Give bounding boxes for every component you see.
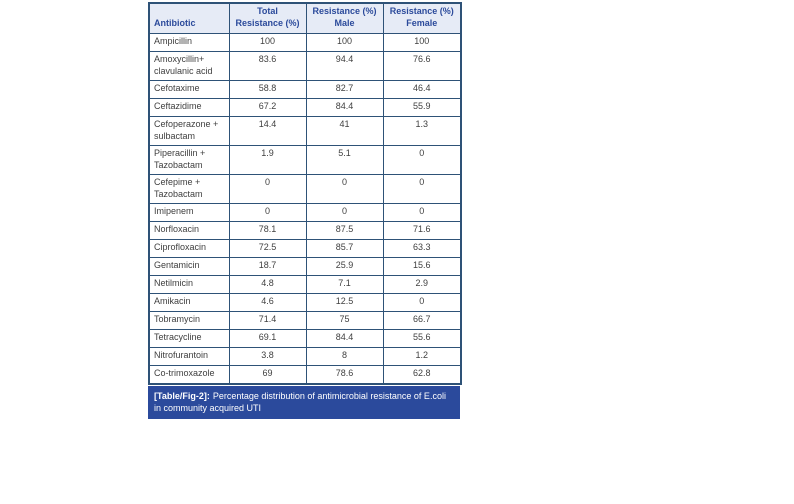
table-row: Tetracycline 69.1 84.4 55.6 — [148, 329, 462, 349]
table-row: Nitrofurantoin 3.8 8 1.2 — [148, 347, 462, 367]
table-row: Gentamicin 18.7 25.9 15.6 — [148, 257, 462, 277]
male-resistance-value: 25.9 — [305, 257, 384, 277]
total-resistance-value: 58.8 — [228, 80, 307, 100]
male-resistance-value: 78.6 — [305, 365, 384, 385]
female-resistance-value: 55.9 — [382, 98, 462, 118]
female-resistance-value: 15.6 — [382, 257, 462, 277]
female-resistance-value: 76.6 — [382, 51, 462, 82]
antibiotic-name: Nitrofurantoin — [148, 347, 230, 367]
header-total-resistance: Total Resistance (%) — [228, 2, 307, 35]
female-resistance-value: 0 — [382, 293, 462, 313]
male-resistance-value: 12.5 — [305, 293, 384, 313]
antibiotic-name: Amoxycillin+ clavulanic acid — [148, 51, 230, 82]
antibiotic-name: Ampicillin — [148, 33, 230, 53]
total-resistance-value: 18.7 — [228, 257, 307, 277]
antibiotic-name: Cefoperazone + sulbactam — [148, 116, 230, 147]
caption-text: Percentage distribution of antimicrobial… — [154, 391, 446, 414]
antibiotic-name: Netilmicin — [148, 275, 230, 295]
total-resistance-value: 71.4 — [228, 311, 307, 331]
female-resistance-value: 0 — [382, 174, 462, 205]
male-resistance-value: 100 — [305, 33, 384, 53]
antibiotic-name: Norfloxacin — [148, 221, 230, 241]
caption-label: [Table/Fig-2]: — [154, 391, 210, 402]
table-body: Ampicillin 100 100 100 Amoxycillin+ clavulan… — [148, 33, 462, 385]
total-resistance-value: 100 — [228, 33, 307, 53]
antibiotic-name: Cefotaxime — [148, 80, 230, 100]
antibiotic-name: Imipenem — [148, 203, 230, 223]
male-resistance-value: 94.4 — [305, 51, 384, 82]
female-resistance-value: 66.7 — [382, 311, 462, 331]
total-resistance-value: 69 — [228, 365, 307, 385]
female-resistance-value: 71.6 — [382, 221, 462, 241]
male-resistance-value: 85.7 — [305, 239, 384, 259]
table-row: Ceftazidime 67.2 84.4 55.9 — [148, 98, 462, 118]
table-row: Cefoperazone + sulbactam 14.4 41 1.3 — [148, 116, 462, 147]
male-resistance-value: 84.4 — [305, 329, 384, 349]
antibiotic-name: Cefepime + Tazobactam — [148, 174, 230, 205]
total-resistance-value: 4.8 — [228, 275, 307, 295]
antibiotic-name: Co-trimoxazole — [148, 365, 230, 385]
total-resistance-value: 4.6 — [228, 293, 307, 313]
antibiotic-resistance-table: Antibiotic Total Resistance (%) Resistan… — [148, 2, 462, 386]
table-caption: [Table/Fig-2]: Percentage distribution of… — [148, 386, 460, 420]
total-resistance-value: 78.1 — [228, 221, 307, 241]
header-resistance-female: Resistance (%) Female — [382, 2, 462, 35]
total-resistance-value: 67.2 — [228, 98, 307, 118]
male-resistance-value: 82.7 — [305, 80, 384, 100]
female-resistance-value: 62.8 — [382, 365, 462, 385]
female-resistance-value: 1.3 — [382, 116, 462, 147]
total-resistance-value: 72.5 — [228, 239, 307, 259]
total-resistance-value: 3.8 — [228, 347, 307, 367]
female-resistance-value: 1.2 — [382, 347, 462, 367]
total-resistance-value: 14.4 — [228, 116, 307, 147]
male-resistance-value: 41 — [305, 116, 384, 147]
male-resistance-value: 84.4 — [305, 98, 384, 118]
male-resistance-value: 0 — [305, 174, 384, 205]
male-resistance-value: 75 — [305, 311, 384, 331]
table-row: Netilmicin 4.8 7.1 2.9 — [148, 275, 462, 295]
header-resistance-male: Resistance (%) Male — [305, 2, 384, 35]
table-row: Cefotaxime 58.8 82.7 46.4 — [148, 80, 462, 100]
female-resistance-value: 55.6 — [382, 329, 462, 349]
antibiotic-name: Amikacin — [148, 293, 230, 313]
total-resistance-value: 1.9 — [228, 145, 307, 176]
total-resistance-value: 0 — [228, 203, 307, 223]
antibiotic-name: Piperacillin + Tazobactam — [148, 145, 230, 176]
antibiotic-name: Ciprofloxacin — [148, 239, 230, 259]
header-antibiotic: Antibiotic — [148, 2, 230, 35]
female-resistance-value: 0 — [382, 145, 462, 176]
table-row: Amoxycillin+ clavulanic acid 83.6 94.4 76.6 — [148, 51, 462, 82]
table-row: Cefepime + Tazobactam 0 0 0 — [148, 174, 462, 205]
table-header: Antibiotic Total Resistance (%) Resistan… — [148, 2, 462, 35]
table-figure: Antibiotic Total Resistance (%) Resistan… — [148, 2, 462, 420]
total-resistance-value: 83.6 — [228, 51, 307, 82]
female-resistance-value: 63.3 — [382, 239, 462, 259]
table-row: Tobramycin 71.4 75 66.7 — [148, 311, 462, 331]
table-row: Imipenem 0 0 0 — [148, 203, 462, 223]
male-resistance-value: 8 — [305, 347, 384, 367]
table-row: Ciprofloxacin 72.5 85.7 63.3 — [148, 239, 462, 259]
table-row: Norfloxacin 78.1 87.5 71.6 — [148, 221, 462, 241]
antibiotic-name: Ceftazidime — [148, 98, 230, 118]
total-resistance-value: 69.1 — [228, 329, 307, 349]
table-row: Piperacillin + Tazobactam 1.9 5.1 0 — [148, 145, 462, 176]
antibiotic-name: Tetracycline — [148, 329, 230, 349]
table-row: Amikacin 4.6 12.5 0 — [148, 293, 462, 313]
male-resistance-value: 7.1 — [305, 275, 384, 295]
antibiotic-name: Gentamicin — [148, 257, 230, 277]
total-resistance-value: 0 — [228, 174, 307, 205]
female-resistance-value: 46.4 — [382, 80, 462, 100]
table-row: Ampicillin 100 100 100 — [148, 33, 462, 53]
female-resistance-value: 2.9 — [382, 275, 462, 295]
antibiotic-name: Tobramycin — [148, 311, 230, 331]
male-resistance-value: 5.1 — [305, 145, 384, 176]
female-resistance-value: 0 — [382, 203, 462, 223]
female-resistance-value: 100 — [382, 33, 462, 53]
male-resistance-value: 87.5 — [305, 221, 384, 241]
table-row: Co-trimoxazole 69 78.6 62.8 — [148, 365, 462, 385]
header-row: Antibiotic Total Resistance (%) Resistan… — [148, 2, 462, 35]
male-resistance-value: 0 — [305, 203, 384, 223]
